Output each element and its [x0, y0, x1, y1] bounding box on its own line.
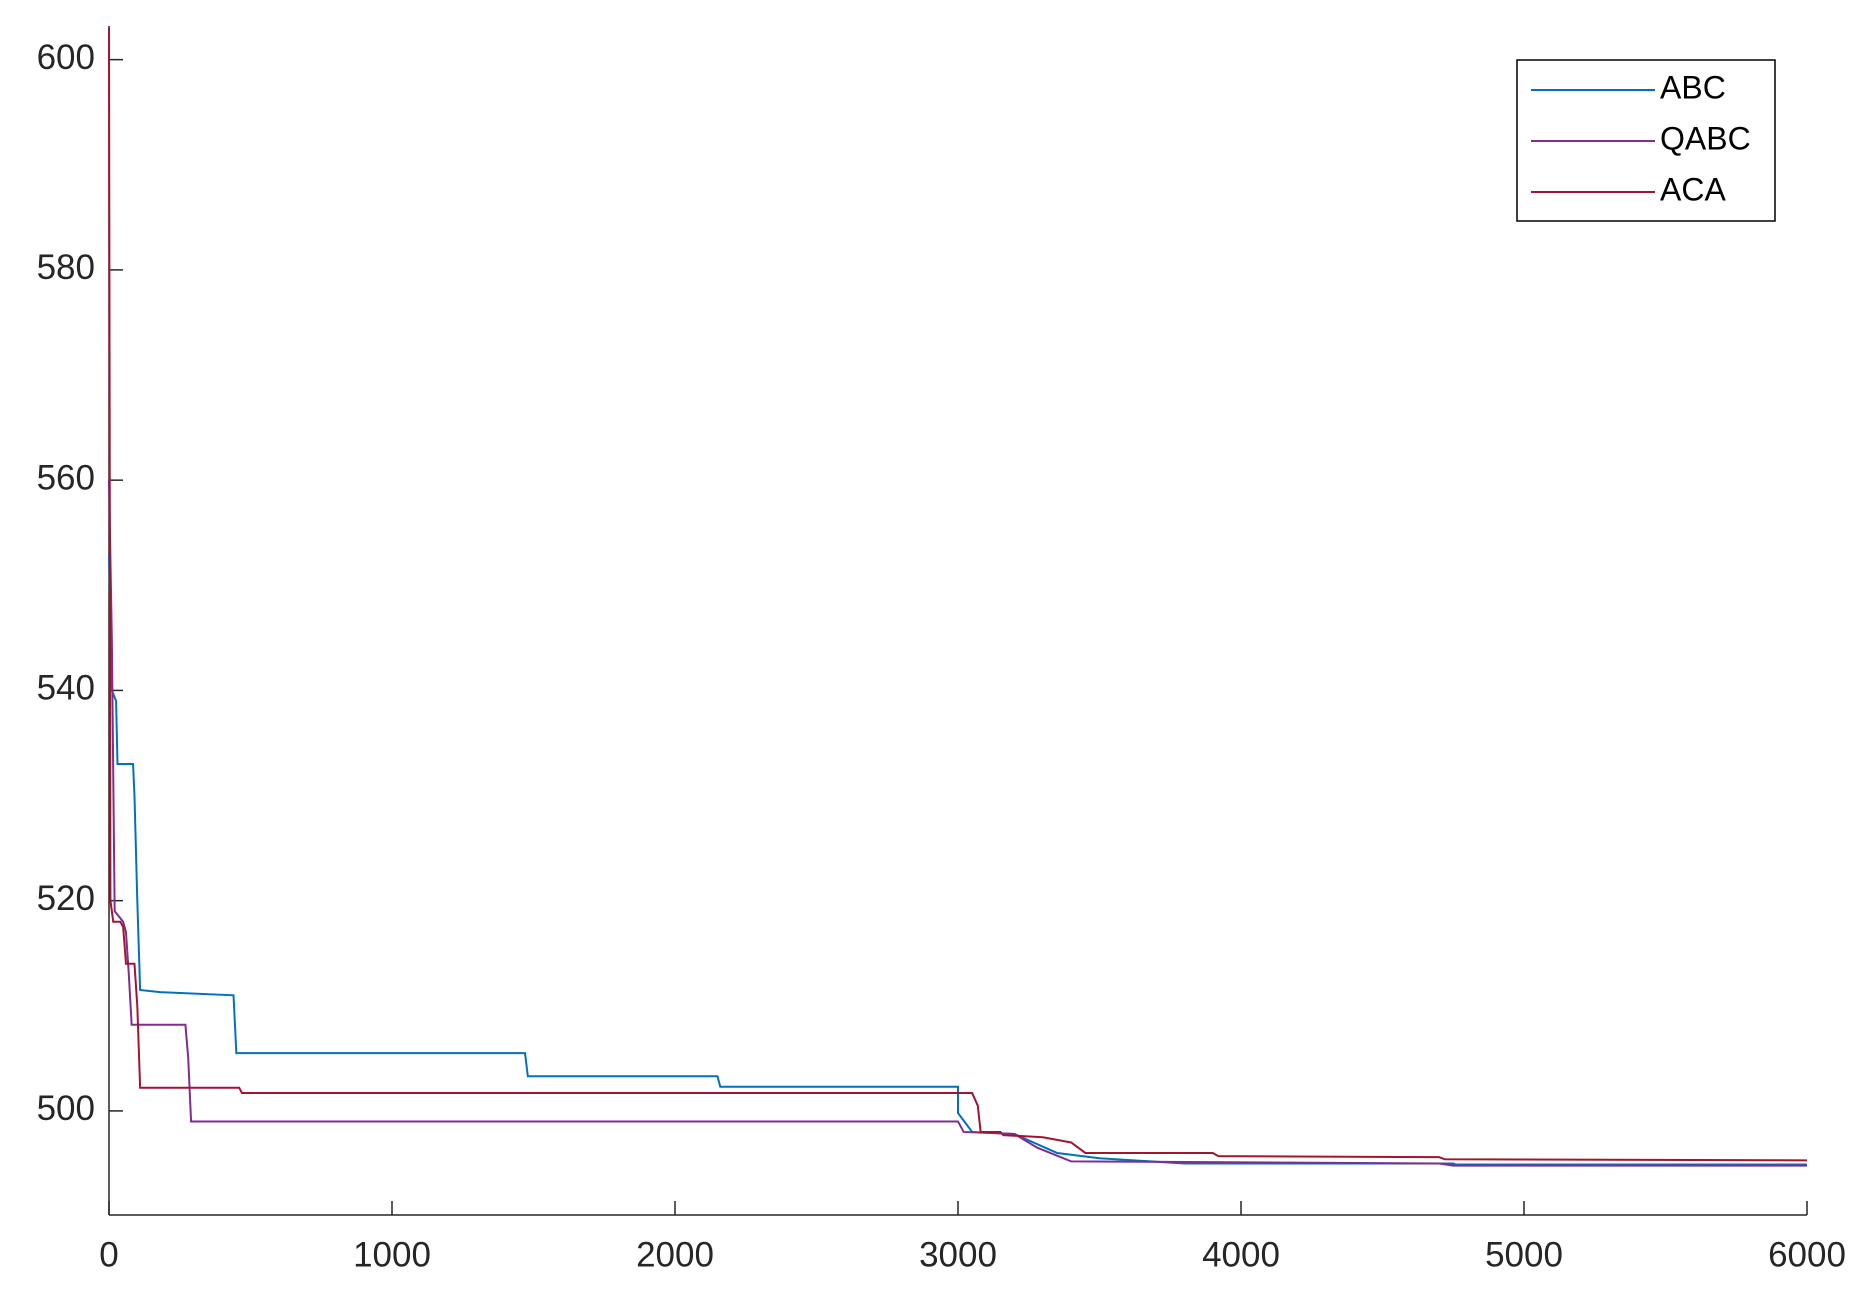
legend-label: QABC	[1660, 120, 1751, 156]
series-line	[108, 480, 1807, 1167]
y-tick-label: 580	[37, 248, 95, 287]
x-tick-label: 2000	[636, 1235, 714, 1274]
x-tick-label: 1000	[353, 1235, 431, 1274]
x-tick-label: 0	[99, 1235, 118, 1274]
legend-label: ABC	[1660, 69, 1726, 105]
y-tick-label: 560	[37, 458, 95, 497]
legend-label: ACA	[1660, 171, 1726, 207]
x-tick-label: 4000	[1202, 1235, 1280, 1274]
y-tick-label: 600	[37, 38, 95, 77]
y-tick-label: 520	[37, 879, 95, 918]
x-tick-label: 6000	[1768, 1235, 1846, 1274]
y-tick-label: 540	[37, 669, 95, 708]
series-line	[108, 28, 1808, 1162]
x-tick-label: 3000	[919, 1235, 997, 1274]
series-line	[108, 553, 1807, 1166]
legend: ABC QABC ACA	[1516, 59, 1776, 222]
x-tick-label: 5000	[1485, 1235, 1563, 1274]
y-tick-label: 500	[37, 1089, 95, 1128]
